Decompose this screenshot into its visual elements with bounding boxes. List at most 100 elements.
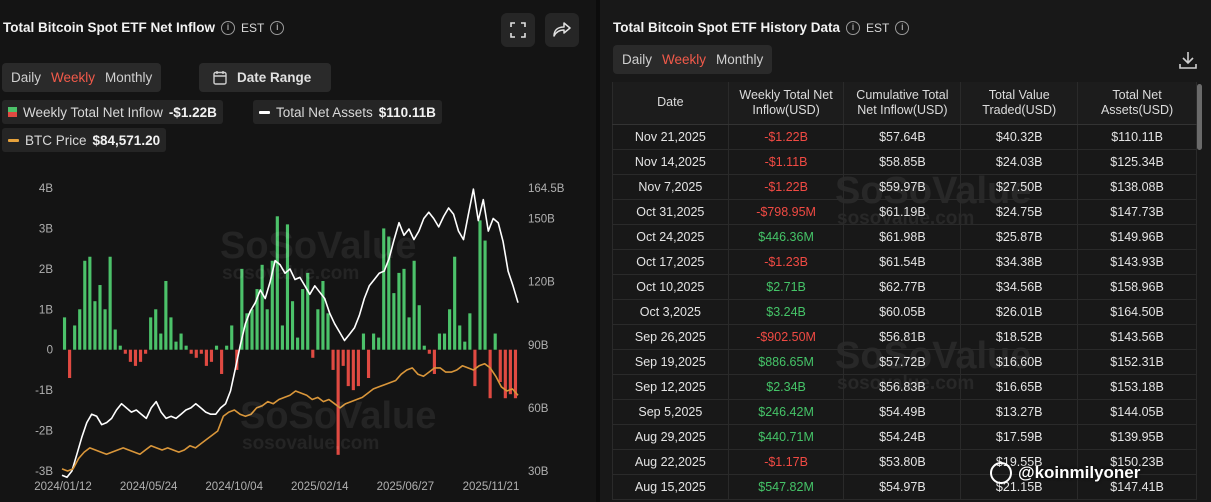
btc-price-line [61, 362, 519, 472]
date-range-label: Date Range [237, 70, 312, 85]
cell-value-traded: $34.38B [960, 249, 1079, 275]
inflow-bar [336, 349, 340, 455]
inflow-bar [361, 333, 366, 350]
cell-cumulative-inflow: $53.80B [843, 449, 962, 475]
tab-weekly[interactable]: Weekly [51, 70, 96, 85]
inflow-bar [290, 301, 295, 350]
net-inflow-title-row: Total Bitcoin Spot ETF Net Inflow i EST … [3, 20, 285, 35]
inflow-chart[interactable]: 4B 3B 2B 1B 0 -1B -2B -3B 164.5B 150B 120B 90B 60B 30… [0, 170, 596, 502]
col-weekly-inflow[interactable]: Weekly Total Net Inflow(USD) [728, 82, 845, 125]
cell-date: Aug 22,2025 [612, 449, 729, 475]
date-range-button[interactable]: Date Range [199, 63, 331, 92]
legend-btc-value: $84,571.20 [92, 132, 161, 148]
info-icon[interactable]: i [220, 20, 235, 35]
col-net-assets[interactable]: Total Net Assets(USD) [1077, 82, 1197, 125]
history-timezone-info-icon[interactable]: i [895, 20, 910, 35]
handle-badge: @koinmilyoner [990, 462, 1140, 484]
inflow-bar [311, 349, 315, 358]
fullscreen-button[interactable] [501, 13, 535, 47]
inflow-bar [493, 333, 497, 350]
inflow-bar [88, 256, 92, 350]
inflow-bar [397, 272, 401, 350]
inflow-bar [407, 317, 411, 350]
legend-assets[interactable]: Total Net Assets $110.11B [253, 100, 442, 124]
cell-value-traded: $18.52B [960, 324, 1079, 350]
inflow-bar [265, 309, 269, 350]
cell-cumulative-inflow: $60.05B [843, 299, 962, 325]
inflow-bar [316, 309, 320, 350]
timezone-info-icon[interactable]: i [270, 20, 285, 35]
cell-value-traded: $21.15B [960, 474, 1079, 500]
history-tab-weekly[interactable]: Weekly [662, 52, 707, 67]
inflow-bar [513, 349, 518, 399]
inflow-bar [432, 349, 436, 374]
x-tick-label: 2025/02/14 [291, 481, 349, 493]
cell-value-traded: $24.75B [960, 199, 1079, 225]
cell-value-traded: $34.56B [960, 274, 1079, 300]
cell-weekly-inflow: $440.71M [728, 424, 845, 450]
col-value-traded[interactable]: Total Value Traded(USD) [960, 82, 1079, 125]
inflow-bar [473, 349, 477, 387]
cell-cumulative-inflow: $54.24B [843, 424, 962, 450]
cell-weekly-inflow: $886.65M [728, 349, 845, 375]
inflow-bar [351, 349, 355, 391]
inflow-bar [508, 349, 512, 395]
cell-net-assets: $125.34B [1077, 149, 1197, 175]
cell-cumulative-inflow: $61.54B [843, 249, 962, 275]
cell-weekly-inflow: $446.36M [728, 224, 845, 250]
inflow-bar [503, 349, 507, 399]
history-interval-tabs: Daily Weekly Monthly [613, 45, 773, 74]
history-tab-daily[interactable]: Daily [622, 52, 653, 67]
download-button[interactable] [1178, 50, 1198, 75]
table-row: Oct 3,2025 $3.24B $60.05B $26.01B $164.50B [612, 299, 1197, 325]
cell-date: Nov 21,2025 [612, 124, 729, 150]
cell-date: Sep 26,2025 [612, 324, 729, 350]
table-row: Nov 7,2025 -$1.22B $59.97B $27.50B $138.08B [612, 174, 1197, 200]
inflow-bar [179, 333, 183, 350]
y-left-tick-label: 0 [47, 345, 53, 357]
inflow-bar [468, 313, 472, 350]
cell-value-traded: $16.65B [960, 374, 1079, 400]
legend-inflow-label: Weekly Total Net Inflow [23, 104, 163, 120]
legend-btc-label: BTC Price [25, 132, 87, 148]
y-left-tick-label: -3B [35, 466, 53, 478]
cell-cumulative-inflow: $61.19B [843, 199, 962, 225]
inflow-bar [250, 309, 254, 350]
inflow-bar [189, 349, 193, 354]
col-date[interactable]: Date [612, 82, 729, 125]
inflow-bar [417, 305, 421, 350]
table-row: Nov 14,2025 -$1.11B $58.85B $24.03B $125.34B [612, 149, 1197, 175]
history-info-icon[interactable]: i [846, 20, 861, 35]
cell-value-traded: $19.55B [960, 449, 1079, 475]
inflow-bar [422, 345, 426, 350]
download-icon [1179, 52, 1197, 69]
tab-monthly[interactable]: Monthly [105, 70, 153, 85]
cell-date: Oct 17,2025 [612, 249, 729, 275]
inflow-bar [133, 349, 138, 366]
inflow-bar [270, 260, 274, 350]
cell-weekly-inflow: -$902.50M [728, 324, 845, 350]
calendar-icon [213, 71, 227, 85]
inflow-bar [230, 325, 234, 350]
cell-date: Oct 10,2025 [612, 274, 729, 300]
cell-cumulative-inflow: $57.72B [843, 349, 962, 375]
table-scrollbar[interactable] [1197, 84, 1202, 150]
tab-daily[interactable]: Daily [11, 70, 42, 85]
y-left-tick-label: -2B [35, 426, 53, 438]
history-tab-monthly[interactable]: Monthly [716, 52, 764, 67]
cell-cumulative-inflow: $58.85B [843, 149, 962, 175]
table-row: Oct 31,2025 -$798.95M $61.19B $24.75B $147.7… [612, 199, 1197, 225]
legend-btc[interactable]: BTC Price $84,571.20 [2, 128, 167, 152]
share-button[interactable] [545, 13, 579, 47]
col-cumulative-inflow[interactable]: Cumulative Total Net Inflow(USD) [843, 82, 962, 125]
legend-inflow[interactable]: Weekly Total Net Inflow -$1.22B [2, 100, 223, 124]
cell-net-assets: $147.41B [1077, 474, 1197, 500]
cell-date: Aug 15,2025 [612, 474, 729, 500]
inflow-bar [240, 268, 244, 350]
y-left-tick-label: 4B [39, 183, 53, 195]
table-row: Sep 5,2025 $246.42M $54.49B $13.27B $144.05B [612, 399, 1197, 425]
cell-weekly-inflow: -$1.22B [728, 174, 845, 200]
inflow-bar [448, 309, 452, 350]
cell-net-assets: $153.18B [1077, 374, 1197, 400]
table-row: Nov 21,2025 -$1.22B $57.64B $40.32B $110.11B [612, 124, 1197, 150]
